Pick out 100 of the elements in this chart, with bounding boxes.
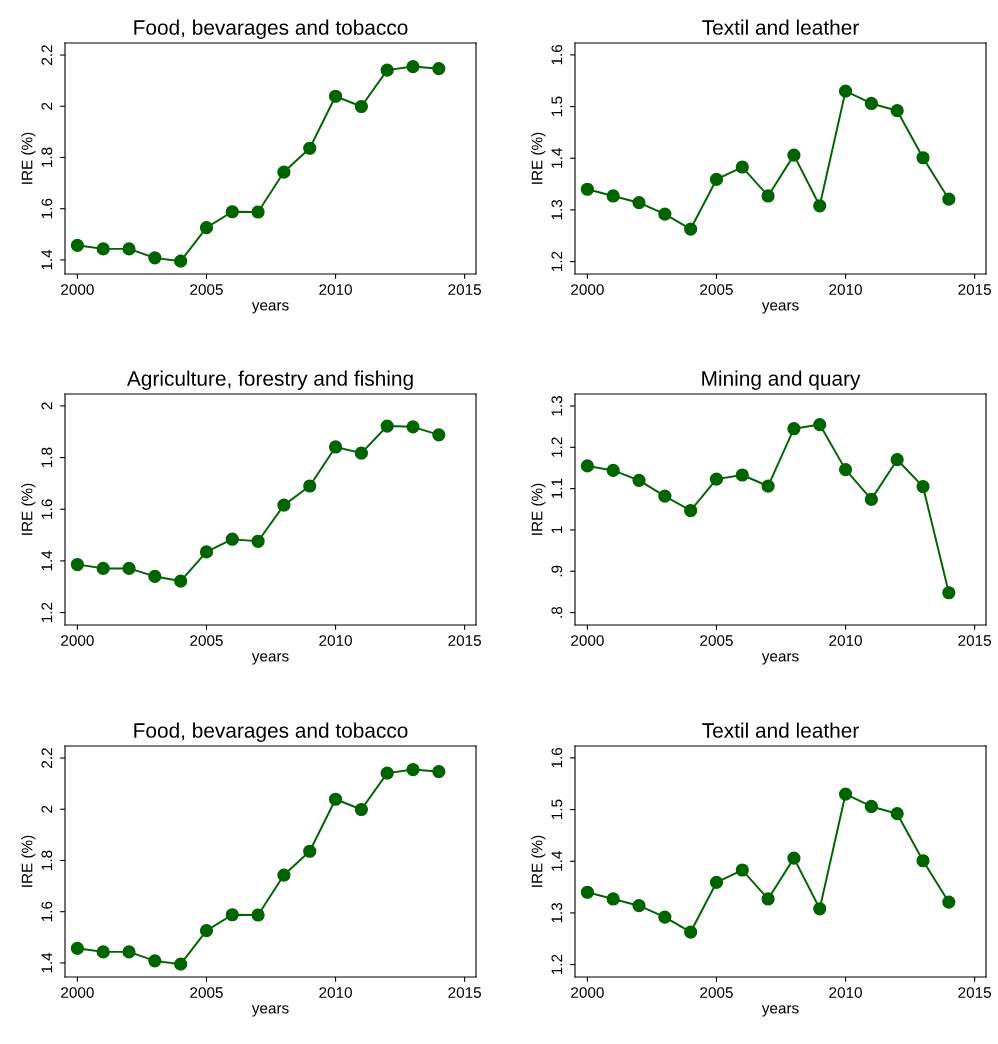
point: [684, 925, 698, 939]
x-tick-label: 2010: [319, 635, 352, 646]
x-axis-title: years: [761, 302, 799, 314]
x-tick-label: 2005: [190, 987, 223, 998]
point: [148, 569, 162, 584]
point: [70, 557, 84, 572]
point: [303, 844, 317, 858]
point: [709, 172, 724, 187]
point: [761, 892, 775, 906]
point: [199, 545, 214, 559]
point: [838, 787, 853, 801]
point: [735, 863, 749, 877]
point: [658, 207, 672, 221]
point: [942, 586, 956, 600]
point: [122, 945, 136, 959]
point: [251, 534, 265, 548]
point: [890, 453, 904, 467]
x-axis-title: years: [251, 1005, 289, 1017]
point: [303, 141, 317, 155]
y-tick-label: 1.4: [41, 952, 53, 973]
point: [225, 908, 239, 922]
y-tick-label: 1: [551, 526, 563, 534]
y-tick-label: 1.8: [41, 447, 53, 468]
y-tick-label: 2.2: [41, 45, 53, 65]
y-tick-label: .8: [551, 606, 563, 618]
point: [70, 941, 84, 955]
x-tick-label: 2010: [319, 284, 352, 295]
y-tick-label: 1.4: [41, 249, 53, 270]
point: [761, 479, 775, 493]
x-tick-label: 2015: [448, 987, 481, 998]
y-axis-title: IRE (%): [531, 835, 546, 887]
point: [225, 205, 239, 219]
y-axis-title: IRE (%): [531, 483, 546, 535]
x-tick-label: 2005: [700, 635, 733, 646]
y-tick-label: .9: [551, 565, 563, 577]
x-tick-label: 2010: [829, 987, 862, 998]
x-axis-title: years: [251, 653, 289, 665]
point: [432, 765, 446, 779]
y-tick-label: 1.6: [41, 901, 53, 922]
point: [864, 96, 878, 111]
point: [606, 189, 620, 203]
y-tick-label: 1.6: [41, 198, 53, 219]
y-tick-label: 2: [41, 102, 53, 110]
point: [813, 199, 827, 213]
chart-title: Agriculture, forestry and fishing: [126, 370, 413, 390]
point: [199, 924, 214, 938]
point: [380, 766, 394, 780]
chart-title: Food, bevarages and tobacco: [134, 722, 408, 742]
x-tick-label: 2000: [61, 635, 94, 646]
point: [199, 221, 214, 235]
point: [735, 160, 749, 174]
x-tick-label: 2005: [190, 284, 223, 295]
point: [277, 165, 291, 179]
y-tick-label: 1.4: [41, 550, 53, 571]
point: [251, 205, 265, 219]
x-axis-title: years: [761, 1005, 799, 1017]
y-tick-label: 1.2: [551, 251, 563, 272]
x-tick-label: 2015: [958, 635, 991, 646]
point: [606, 463, 620, 478]
point: [658, 910, 672, 924]
y-tick-label: 1.6: [41, 499, 53, 519]
point: [406, 420, 420, 434]
point: [96, 945, 110, 959]
point: [890, 807, 904, 821]
point: [277, 498, 291, 512]
x-tick-label: 2000: [571, 987, 604, 998]
y-axis-title: IRE (%): [531, 132, 546, 184]
point: [122, 561, 136, 576]
y-tick-label: 1.8: [41, 850, 53, 870]
point: [380, 419, 394, 433]
point: [813, 417, 827, 432]
y-tick-label: 2: [41, 402, 53, 410]
point: [916, 854, 930, 868]
chart-title: Textil and leather: [702, 722, 859, 738]
point: [354, 446, 368, 460]
point: [328, 440, 343, 454]
point: [606, 892, 620, 906]
point: [580, 459, 594, 473]
chart-title: Mining and quary: [702, 370, 861, 390]
chart-title: Textil and leather: [702, 19, 859, 35]
y-tick-label: 1.6: [551, 747, 563, 768]
x-tick-label: 2005: [190, 635, 223, 646]
point: [684, 222, 698, 236]
point: [787, 851, 801, 865]
point: [354, 99, 368, 114]
point: [864, 799, 878, 814]
y-tick-label: 2.2: [41, 748, 53, 768]
y-tick-label: 1.3: [551, 199, 563, 220]
point: [174, 254, 188, 268]
point: [916, 479, 930, 494]
x-tick-label: 2005: [700, 987, 733, 998]
y-tick-label: 1.1: [551, 478, 563, 499]
y-tick-label: 1.5: [551, 799, 563, 820]
point: [432, 428, 446, 442]
point: [580, 885, 594, 899]
y-tick-label: 1.2: [41, 602, 53, 623]
x-tick-label: 2000: [571, 284, 604, 295]
y-axis-title: IRE (%): [21, 835, 36, 887]
x-axis-title: years: [251, 302, 289, 314]
point: [328, 792, 343, 806]
